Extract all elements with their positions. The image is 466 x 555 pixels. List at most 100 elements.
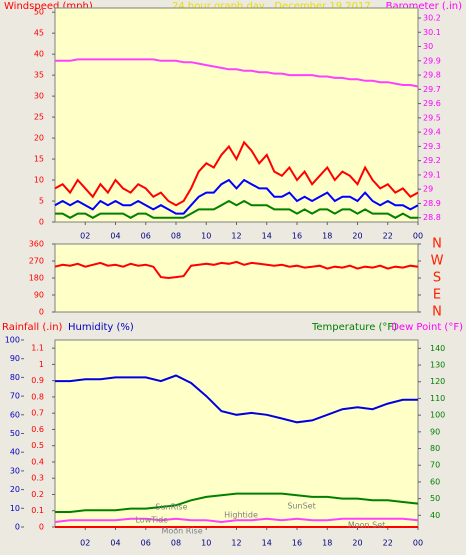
y-tick-label: 0.2: [31, 490, 44, 499]
series-line: [54, 140, 419, 207]
x-tick-label: 08: [171, 232, 181, 241]
y-tick-label: 0: [39, 523, 44, 532]
y-tick-label: 40: [430, 511, 440, 520]
x-tick-label: 00: [413, 539, 423, 548]
y-tick-label: 0: [15, 523, 20, 532]
y-tick-label: 30: [10, 466, 20, 475]
y-tick-label: 90: [430, 427, 440, 436]
annotation: SunRise: [155, 503, 187, 512]
y-tick-label: 0.9: [31, 376, 44, 385]
y-tick-label: 100: [5, 336, 20, 345]
y-tick-label: 60: [10, 410, 20, 419]
y-tick-label: 20: [10, 485, 20, 494]
y-tick-label: 110: [430, 394, 445, 403]
y-tick-label: N: [432, 237, 442, 252]
y-tick-label: 360: [29, 240, 44, 249]
y-tick-label: 30.1: [423, 28, 441, 37]
x-tick-label: 10: [201, 232, 211, 241]
series-line: [55, 199, 418, 219]
x-tick-label: 14: [262, 232, 272, 241]
y-tick-label: 0.5: [31, 441, 44, 450]
x-tick-label: 00: [413, 232, 423, 241]
x-tick-label: 08: [171, 539, 181, 548]
y-tick-label: 0.6: [31, 425, 44, 434]
y-tick-label: 28.8: [423, 213, 441, 222]
y-tick-label: 15: [34, 155, 44, 164]
annotation: Moon Set: [348, 521, 385, 530]
x-tick-label: 22: [383, 539, 393, 548]
annotation: Moon Rise: [161, 527, 202, 536]
x-tick-label: 04: [110, 539, 120, 548]
y-tick-label: 80: [430, 444, 440, 453]
series-line: [54, 178, 419, 215]
y-tick-label: E: [433, 288, 441, 303]
y-tick-label: 270: [29, 257, 44, 266]
series-line: [54, 260, 419, 280]
y-tick-label: 90: [34, 291, 44, 300]
annotation: LowTide: [135, 516, 168, 525]
y-tick-label: 10: [10, 504, 20, 513]
plot-area: [54, 243, 419, 313]
series-line: [55, 492, 419, 513]
y-tick-label: 0: [39, 218, 44, 227]
baro-label: Barometer (.in): [386, 1, 462, 12]
x-tick-label: 02: [80, 232, 90, 241]
x-tick-label: 16: [292, 232, 302, 241]
y-tick-label: 0: [39, 308, 44, 317]
y-tick-label: 40: [34, 50, 44, 59]
y-tick-label: 70: [430, 461, 440, 470]
y-tick-label: 0.8: [31, 392, 44, 401]
y-tick-label: 29: [423, 185, 433, 194]
y-tick-label: 28.9: [423, 199, 441, 208]
y-tick-label: 90: [10, 354, 20, 363]
x-tick-label: 18: [322, 539, 332, 548]
y-tick-label: 5: [39, 197, 44, 206]
chart-title: 24 hour graph day December 19 2017: [172, 1, 371, 12]
y-tick-label: S: [433, 271, 441, 286]
y-tick-label: W: [431, 254, 444, 269]
plot-area: [54, 339, 419, 528]
y-tick-label: 0.4: [31, 457, 44, 466]
temp-label: Temperature (°F): [311, 322, 397, 333]
y-tick-label: 29.5: [423, 113, 441, 122]
y-tick-label: 50: [10, 429, 20, 438]
annotation: Hightide: [224, 511, 258, 520]
x-tick-label: 12: [231, 232, 241, 241]
y-tick-label: 0.3: [31, 474, 44, 483]
y-tick-label: 30.2: [423, 13, 441, 22]
y-tick-label: 180: [29, 274, 44, 283]
x-tick-label: 22: [383, 232, 393, 241]
x-tick-label: 04: [110, 232, 120, 241]
series-line: [54, 517, 419, 524]
y-tick-label: 29.7: [423, 85, 441, 94]
y-tick-label: 29.4: [423, 128, 441, 137]
y-tick-label: 0.7: [31, 409, 44, 418]
y-tick-label: 29.6: [423, 99, 441, 108]
y-tick-label: 70: [10, 392, 20, 401]
series-line: [55, 58, 419, 88]
x-tick-label: 12: [231, 539, 241, 548]
x-tick-label: 06: [141, 232, 151, 241]
series-line: [55, 374, 418, 424]
y-tick-label: 0.1: [31, 506, 44, 515]
y-tick-label: 50: [34, 8, 44, 17]
y-tick-label: 45: [34, 29, 44, 38]
plot-area: [54, 7, 419, 223]
humidity-label: Humidity (%): [68, 322, 134, 333]
x-tick-label: 06: [141, 539, 151, 548]
y-tick-label: 20: [34, 134, 44, 143]
y-tick-label: 80: [10, 373, 20, 382]
y-tick-label: 25: [34, 113, 44, 122]
y-tick-label: 30: [423, 42, 433, 51]
y-tick-label: 60: [430, 477, 440, 486]
y-tick-label: 10: [34, 176, 44, 185]
y-tick-label: 30: [34, 92, 44, 101]
y-tick-label: 1.1: [31, 344, 44, 353]
y-tick-label: 130: [430, 361, 445, 370]
y-tick-label: 100: [430, 411, 445, 420]
y-tick-label: 29.2: [423, 156, 441, 165]
x-tick-label: 16: [292, 539, 302, 548]
x-tick-label: 10: [201, 539, 211, 548]
annotation: SunSet: [287, 502, 315, 511]
